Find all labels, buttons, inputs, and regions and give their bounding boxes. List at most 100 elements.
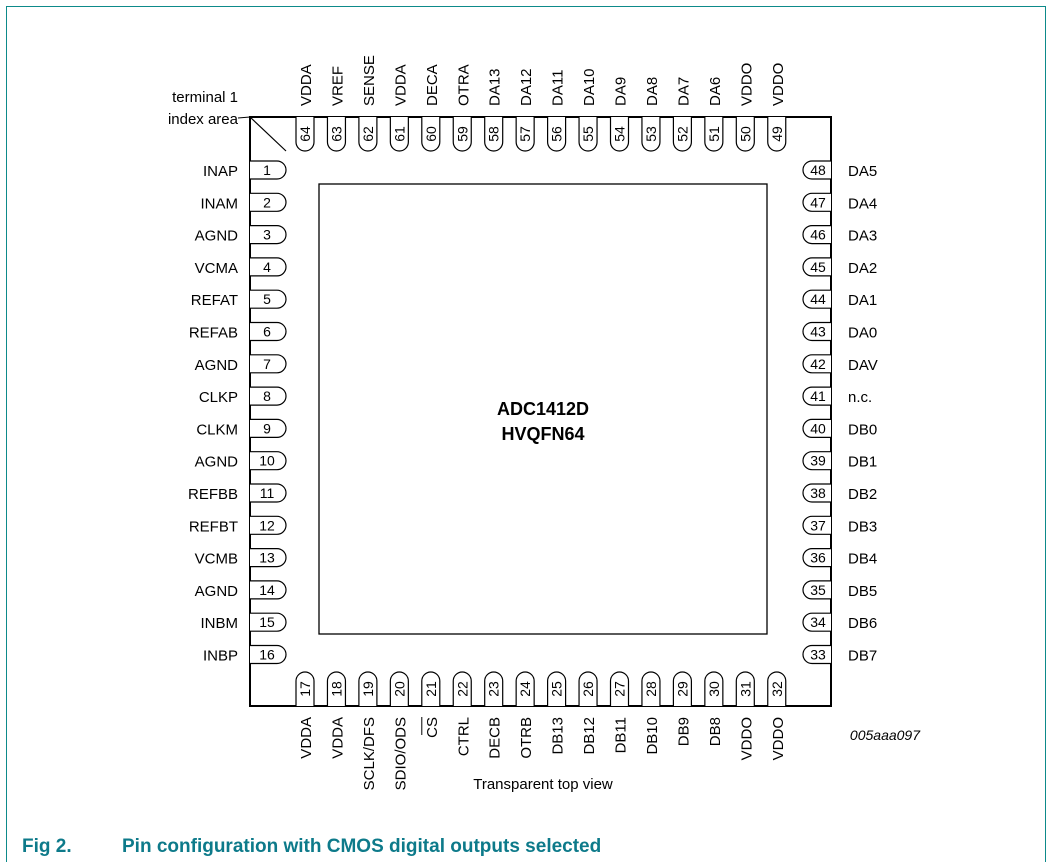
pin-pad <box>250 418 287 438</box>
pin-top-64: 64 VDDA <box>295 64 315 152</box>
pin-number: 57 <box>517 126 533 142</box>
pin-pad <box>421 117 441 152</box>
pin-number: 1 <box>263 162 271 178</box>
pin-pad <box>802 192 831 212</box>
pin-pad <box>250 225 287 245</box>
figure-number: Fig 2. <box>22 836 72 857</box>
pin-number: 21 <box>423 681 439 697</box>
pin-pad <box>767 671 787 706</box>
index-label-line2: index area <box>168 111 239 128</box>
pin-pad <box>250 321 287 342</box>
pin-top-63: 63 VREF <box>326 66 346 152</box>
pin-pad <box>250 548 287 568</box>
pin-number: 64 <box>297 126 313 142</box>
pin-number: 49 <box>769 126 785 142</box>
pin-left-16: 16 INBP <box>203 644 287 665</box>
pin-pad <box>484 671 504 706</box>
pin-pad <box>295 671 315 706</box>
pin-pad <box>735 117 755 152</box>
pin-left-13: 13 VCMB <box>195 548 287 568</box>
pin-right-35: 35 DB5 <box>802 580 877 600</box>
pins-right-group: 48 DA5 47 DA4 46 DA3 45 DA2 44 DA1 43 DA0 42 DAV 41 n.c… <box>802 160 878 665</box>
pin-name: DB6 <box>848 615 877 632</box>
pin-number: 16 <box>259 647 275 663</box>
pin-name: VDDO <box>770 63 787 106</box>
pin-top-53: 53 DA8 <box>641 77 661 152</box>
pin-name: INAM <box>201 195 239 212</box>
pin-top-52: 52 DA7 <box>672 77 692 152</box>
pin-name: CTRL <box>455 717 472 756</box>
pin-name: DB0 <box>848 421 877 438</box>
pin-number: 19 <box>360 681 376 697</box>
pin-name: DB1 <box>848 454 877 471</box>
pin-pad <box>515 117 535 152</box>
pin-number: 51 <box>706 126 722 142</box>
pin-number: 2 <box>263 194 271 210</box>
pin-name: DA6 <box>707 77 724 106</box>
pin-name: CS <box>424 717 441 738</box>
pin-name: DA5 <box>848 163 877 180</box>
pin-name: OTRA <box>455 64 472 106</box>
pin-number: 29 <box>674 681 690 697</box>
pin-name: AGND <box>195 454 239 471</box>
chip-package: HVQFN64 <box>501 424 584 444</box>
pin-number: 14 <box>259 582 275 598</box>
pins-bottom-group: 17 VDDA 18 VDDA 19 SCLK/DFS 20 SDIO/ODS 21 CS 22 CT… <box>295 671 787 790</box>
pin-pad <box>515 671 535 706</box>
pin-bottom-26: 26 DB12 <box>578 671 598 755</box>
pin-name: DB7 <box>848 648 877 665</box>
pin-name: DA2 <box>848 260 877 277</box>
pin-number: 8 <box>263 388 271 404</box>
pin-left-1: 1 INAP <box>203 160 287 180</box>
pin-top-60: 60 DECA <box>421 64 441 152</box>
figure-frame <box>6 6 1046 862</box>
pin-top-56: 56 DA11 <box>547 70 567 152</box>
pins-left-group: 1 INAP 2 INAM 3 AGND 4 VCMA 5 REFAT 6 REFAB 7 AGND 8 CL… <box>188 160 287 665</box>
pin-pad <box>802 580 831 600</box>
pin-name: VDDA <box>298 64 315 106</box>
pin-name: REFAT <box>191 292 238 309</box>
pin-number: 23 <box>486 681 502 697</box>
pin-bottom-29: 29 DB9 <box>672 671 692 746</box>
pin-bottom-17: 17 VDDA <box>295 671 315 759</box>
pin-top-58: 58 DA13 <box>484 68 504 152</box>
pin-name: VDDO <box>770 717 787 760</box>
pin-right-48: 48 DA5 <box>802 160 877 180</box>
pin-bottom-27: 27 DB11 <box>609 671 630 753</box>
pin-pad <box>802 548 831 568</box>
pin-top-54: 54 DA9 <box>609 77 630 152</box>
pin-name: AGND <box>195 228 239 245</box>
pin-pad <box>802 160 831 180</box>
pin-pad <box>389 117 409 152</box>
pin-name: VDDA <box>298 717 315 759</box>
pin-left-14: 14 AGND <box>195 580 287 600</box>
pin-pad <box>578 117 598 152</box>
pin-left-2: 2 INAM <box>201 192 287 212</box>
pin-pad <box>802 451 831 471</box>
pin-name: CLKM <box>196 421 238 438</box>
pin-number: 50 <box>737 126 753 142</box>
pin-left-12: 12 REFBT <box>189 515 287 535</box>
pin-name: DB10 <box>644 717 661 755</box>
pin-pad <box>802 418 831 438</box>
pin-pad <box>609 117 630 152</box>
pin-pad <box>578 671 598 706</box>
pin-pad <box>641 671 661 706</box>
pin-number: 22 <box>454 681 470 697</box>
pin-bottom-25: 25 DB13 <box>547 671 567 755</box>
pin-right-36: 36 DB4 <box>802 548 877 568</box>
pin-pad <box>250 192 287 212</box>
pin-number: 6 <box>263 324 271 340</box>
pin-name: DA4 <box>848 195 877 212</box>
pin-pad <box>250 289 287 309</box>
pin-number: 62 <box>360 126 376 142</box>
pin-pad <box>250 644 287 665</box>
pin-name: OTRB <box>518 717 535 759</box>
pin-left-8: 8 CLKP <box>199 386 287 406</box>
pin-name: AGND <box>195 583 239 600</box>
pin-pad <box>358 117 378 152</box>
pin-name: DA9 <box>613 77 630 106</box>
pin-right-45: 45 DA2 <box>802 257 877 277</box>
pin-pad <box>802 289 831 309</box>
pin-bottom-32: 32 VDDO <box>767 671 787 760</box>
